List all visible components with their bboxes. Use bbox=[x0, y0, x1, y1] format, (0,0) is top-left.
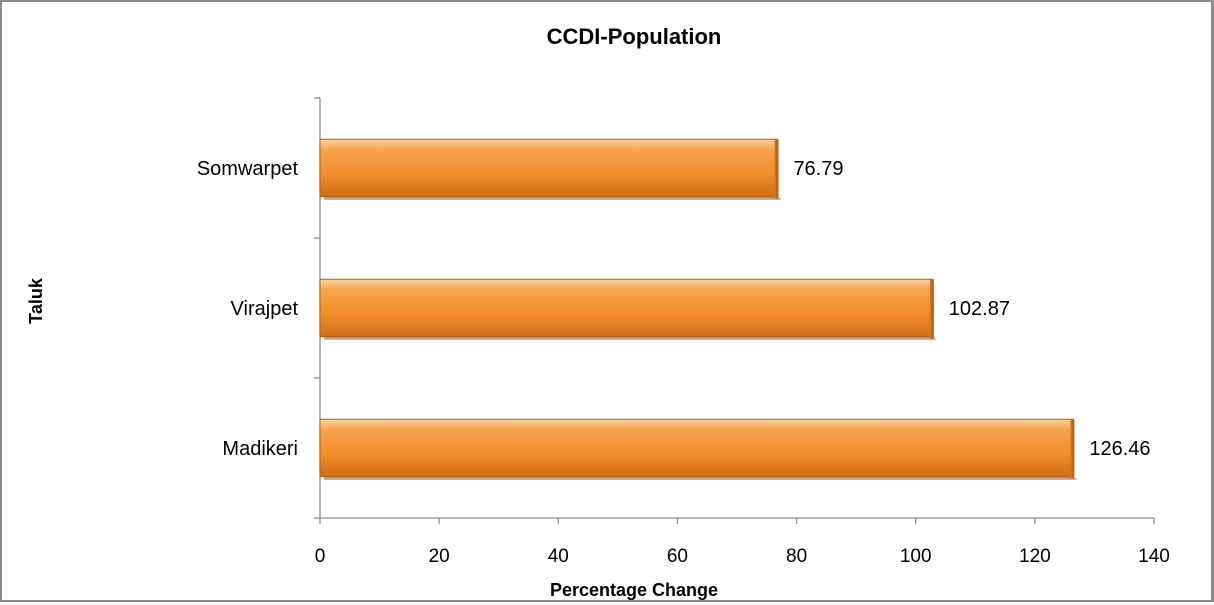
x-axis-title: Percentage Change bbox=[550, 580, 718, 600]
x-tick-label: 140 bbox=[1138, 546, 1170, 567]
category-label: Madikeri bbox=[222, 438, 298, 460]
x-tick-label: 40 bbox=[548, 546, 569, 567]
category-label: Virajpet bbox=[231, 298, 299, 320]
bar-end-face bbox=[929, 279, 934, 339]
x-tick-label: 100 bbox=[900, 546, 932, 567]
x-tick-label: 120 bbox=[1019, 546, 1051, 567]
x-tick-label: 80 bbox=[786, 546, 807, 567]
bar-shadow bbox=[324, 336, 937, 340]
x-tick-label: 20 bbox=[429, 546, 450, 567]
x-tick-label: 60 bbox=[667, 546, 688, 567]
bar bbox=[319, 278, 934, 338]
data-label: 102.87 bbox=[949, 298, 1010, 320]
data-label: 76.79 bbox=[793, 158, 843, 180]
bar bbox=[319, 418, 1074, 478]
y-axis-title: Taluk bbox=[26, 277, 46, 324]
bar-shadow bbox=[324, 476, 1078, 480]
bar-end-face bbox=[1070, 419, 1075, 479]
chart-title: CCDI-Population bbox=[547, 24, 722, 49]
bar-shadow bbox=[324, 196, 782, 200]
bar-end-face bbox=[774, 139, 779, 199]
plot-area: 0 20 40 60 80 100 120 140 Madikeri 126.46 Virajpet… bbox=[197, 97, 1170, 567]
data-label: 126.46 bbox=[1089, 438, 1150, 460]
bar bbox=[319, 138, 778, 198]
category-label: Somwarpet bbox=[197, 158, 299, 180]
x-tick-label: 0 bbox=[315, 546, 326, 567]
